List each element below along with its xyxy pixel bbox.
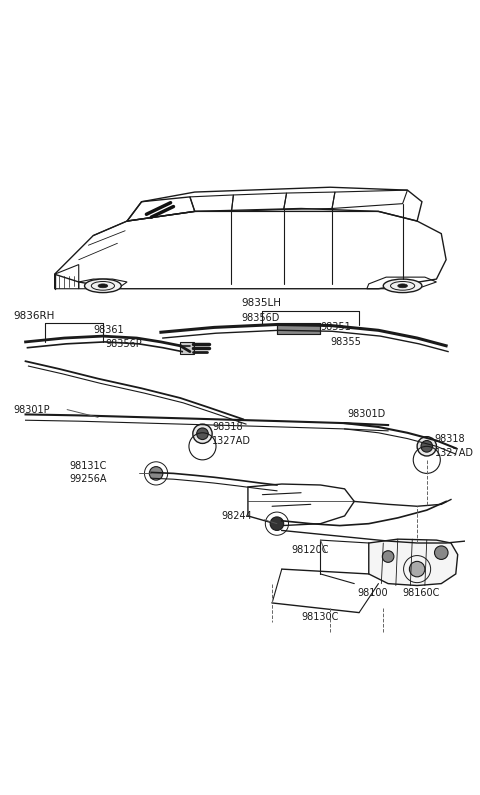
Text: 98131C: 98131C	[69, 460, 107, 471]
Circle shape	[409, 561, 425, 577]
Bar	[180, 342, 194, 354]
Text: 98356P: 98356P	[106, 339, 143, 349]
Text: 98361: 98361	[93, 325, 124, 335]
Ellipse shape	[383, 279, 422, 293]
Text: 1327AD: 1327AD	[212, 436, 251, 447]
Text: 98356D: 98356D	[241, 312, 279, 323]
Circle shape	[382, 551, 394, 562]
Text: 98318: 98318	[434, 433, 465, 444]
Circle shape	[193, 424, 212, 444]
Ellipse shape	[98, 284, 108, 288]
Text: 9835LH: 9835LH	[241, 298, 281, 308]
Text: 98130C: 98130C	[301, 612, 338, 622]
Polygon shape	[369, 539, 458, 586]
Text: 98351: 98351	[321, 323, 351, 332]
Circle shape	[270, 517, 284, 530]
Circle shape	[197, 428, 208, 440]
Ellipse shape	[398, 284, 408, 288]
Text: 98318: 98318	[212, 422, 243, 432]
Text: 98120C: 98120C	[291, 545, 329, 555]
Text: 99256A: 99256A	[69, 474, 107, 484]
Text: 9836RH: 9836RH	[13, 311, 54, 321]
Text: 1327AD: 1327AD	[434, 448, 473, 458]
Text: 98301P: 98301P	[13, 405, 49, 414]
Text: 98160C: 98160C	[403, 588, 440, 599]
Circle shape	[149, 467, 163, 480]
Circle shape	[421, 440, 432, 452]
Bar	[277, 323, 321, 334]
Circle shape	[417, 436, 436, 456]
Circle shape	[434, 546, 448, 560]
Ellipse shape	[84, 279, 121, 293]
Text: 98100: 98100	[357, 588, 388, 599]
Text: 98355: 98355	[330, 337, 361, 347]
Text: 98301D: 98301D	[348, 409, 386, 420]
Text: 98244: 98244	[222, 511, 252, 521]
